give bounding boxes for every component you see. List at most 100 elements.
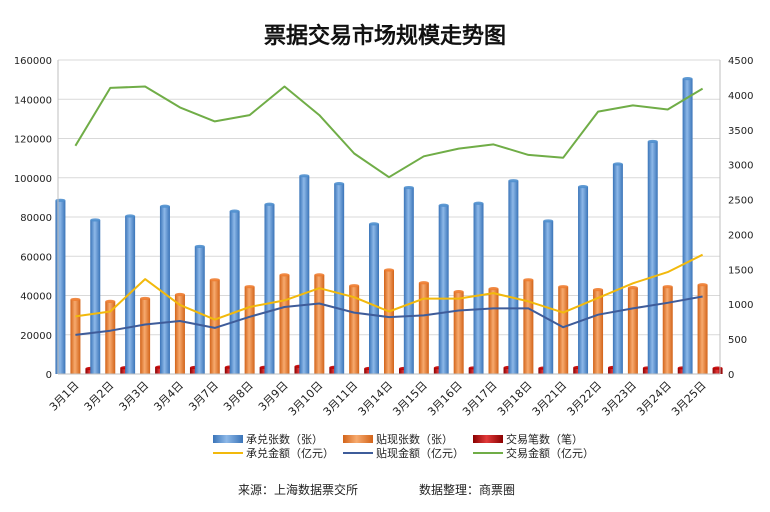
y-right-tick-label: 500	[728, 335, 747, 346]
bar	[508, 180, 519, 374]
x-tick-label: 3月25日	[669, 379, 709, 419]
series-line	[75, 253, 704, 321]
legend-label: 交易笔数（笔）	[506, 432, 583, 446]
legend-label: 贴现金额（亿元）	[376, 446, 464, 460]
x-tick-label: 3月2日	[82, 379, 117, 414]
y-right-tick-label: 3500	[728, 126, 753, 137]
bar	[140, 298, 151, 374]
legend-label: 贴现张数（张）	[376, 432, 453, 446]
x-tick-label: 3月16日	[425, 379, 465, 419]
y-left-tick-label: 60000	[20, 252, 52, 263]
bar-cap	[384, 268, 394, 272]
y-left-tick-label: 40000	[20, 292, 52, 303]
y-left-tick-label: 100000	[14, 174, 52, 185]
footer-source: 来源：上海数据票交所	[238, 482, 358, 497]
bar-cap	[662, 285, 673, 289]
y-right-tick-label: 4500	[728, 56, 753, 67]
bar-cap	[508, 179, 519, 183]
bar-cap	[55, 198, 66, 202]
bar-cap	[70, 297, 81, 302]
bar-cap	[174, 292, 185, 297]
y-left-tick-label: 80000	[20, 213, 52, 224]
bar	[418, 282, 429, 374]
y-right-tick-label: 3000	[728, 161, 753, 172]
x-tick-label: 3月24日	[634, 379, 674, 419]
x-tick-label: 3月9日	[256, 379, 291, 414]
bar	[384, 269, 394, 374]
x-tick-label: 3月22日	[565, 379, 605, 419]
bar	[194, 246, 205, 374]
y-left-tick-label: 0	[46, 370, 52, 381]
bar-cap	[229, 209, 240, 213]
bar	[438, 205, 449, 374]
y-right-tick-label: 2500	[728, 196, 753, 207]
x-tick-label: 3月18日	[495, 379, 535, 419]
bar	[558, 286, 569, 374]
bar-cap	[105, 299, 116, 303]
bar	[647, 141, 658, 374]
bar-cap	[279, 273, 290, 277]
bar-cap	[334, 182, 345, 186]
x-tick-label: 3月4日	[151, 379, 186, 414]
bar	[612, 164, 623, 374]
bar	[473, 203, 484, 374]
bar	[697, 284, 708, 374]
bar-cap	[299, 174, 310, 178]
y-right-tick-label: 1000	[728, 300, 753, 311]
y-left-tick-label: 160000	[14, 56, 52, 67]
y-right-tick-label: 2000	[728, 230, 753, 241]
bar-cap	[209, 278, 220, 282]
footer-organizer: 数据整理：商票圈	[419, 482, 515, 497]
bar	[453, 291, 464, 374]
bar	[543, 220, 554, 374]
y-right-tick-label: 4000	[728, 91, 753, 102]
bar	[593, 289, 604, 374]
bar-cap	[403, 185, 414, 190]
x-tick-label: 3月17日	[460, 379, 500, 419]
axes: 0200004000060000800001000001200001400001…	[14, 56, 754, 419]
bar	[712, 368, 723, 374]
bar-cap	[438, 203, 449, 207]
bar-cap	[523, 278, 534, 282]
x-tick-label: 3月3日	[117, 379, 152, 414]
bar	[403, 187, 414, 374]
bar	[523, 279, 534, 374]
legend-label: 承兑金额（亿元）	[246, 446, 334, 460]
bar-cap	[453, 289, 464, 294]
y-right-tick-label: 1500	[728, 265, 753, 276]
bar	[627, 287, 638, 374]
x-tick-label: 3月1日	[47, 379, 82, 414]
legend-label: 交易金额（亿元）	[506, 446, 594, 460]
legend-swatch	[473, 435, 503, 443]
bar	[369, 223, 379, 374]
series-line	[74, 85, 704, 179]
bar-cap	[369, 222, 379, 226]
legend-swatch	[213, 435, 243, 443]
bar	[349, 285, 360, 374]
bar-cap	[125, 214, 136, 218]
bar-cap	[140, 296, 151, 301]
bar-cap	[418, 281, 429, 285]
bar	[299, 175, 310, 374]
y-right-tick-label: 0	[728, 370, 734, 381]
bar-cap	[159, 204, 170, 208]
bar	[70, 299, 81, 374]
bar-cap	[578, 184, 589, 189]
bar	[125, 216, 136, 374]
y-left-tick-label: 20000	[20, 331, 52, 342]
chart-title: 票据交易市场规模走势图	[264, 23, 506, 49]
bar	[264, 204, 275, 374]
bar	[682, 78, 693, 375]
x-tick-label: 3月11日	[321, 379, 361, 419]
bar-cap	[473, 201, 484, 205]
legend-label: 承兑张数（张）	[246, 432, 323, 446]
bar-cap	[543, 219, 554, 223]
bar	[314, 274, 325, 374]
bar	[159, 206, 170, 374]
legend: 承兑张数（张） 贴现张数（张） 交易笔数（笔） 承兑金额（亿元） 贴现金额（亿元） 交易金…	[213, 432, 594, 460]
bar-cap	[488, 287, 499, 291]
bar-cap	[682, 77, 693, 81]
bar	[174, 294, 185, 374]
bar-cap	[194, 244, 205, 249]
bar-cap	[647, 139, 658, 144]
